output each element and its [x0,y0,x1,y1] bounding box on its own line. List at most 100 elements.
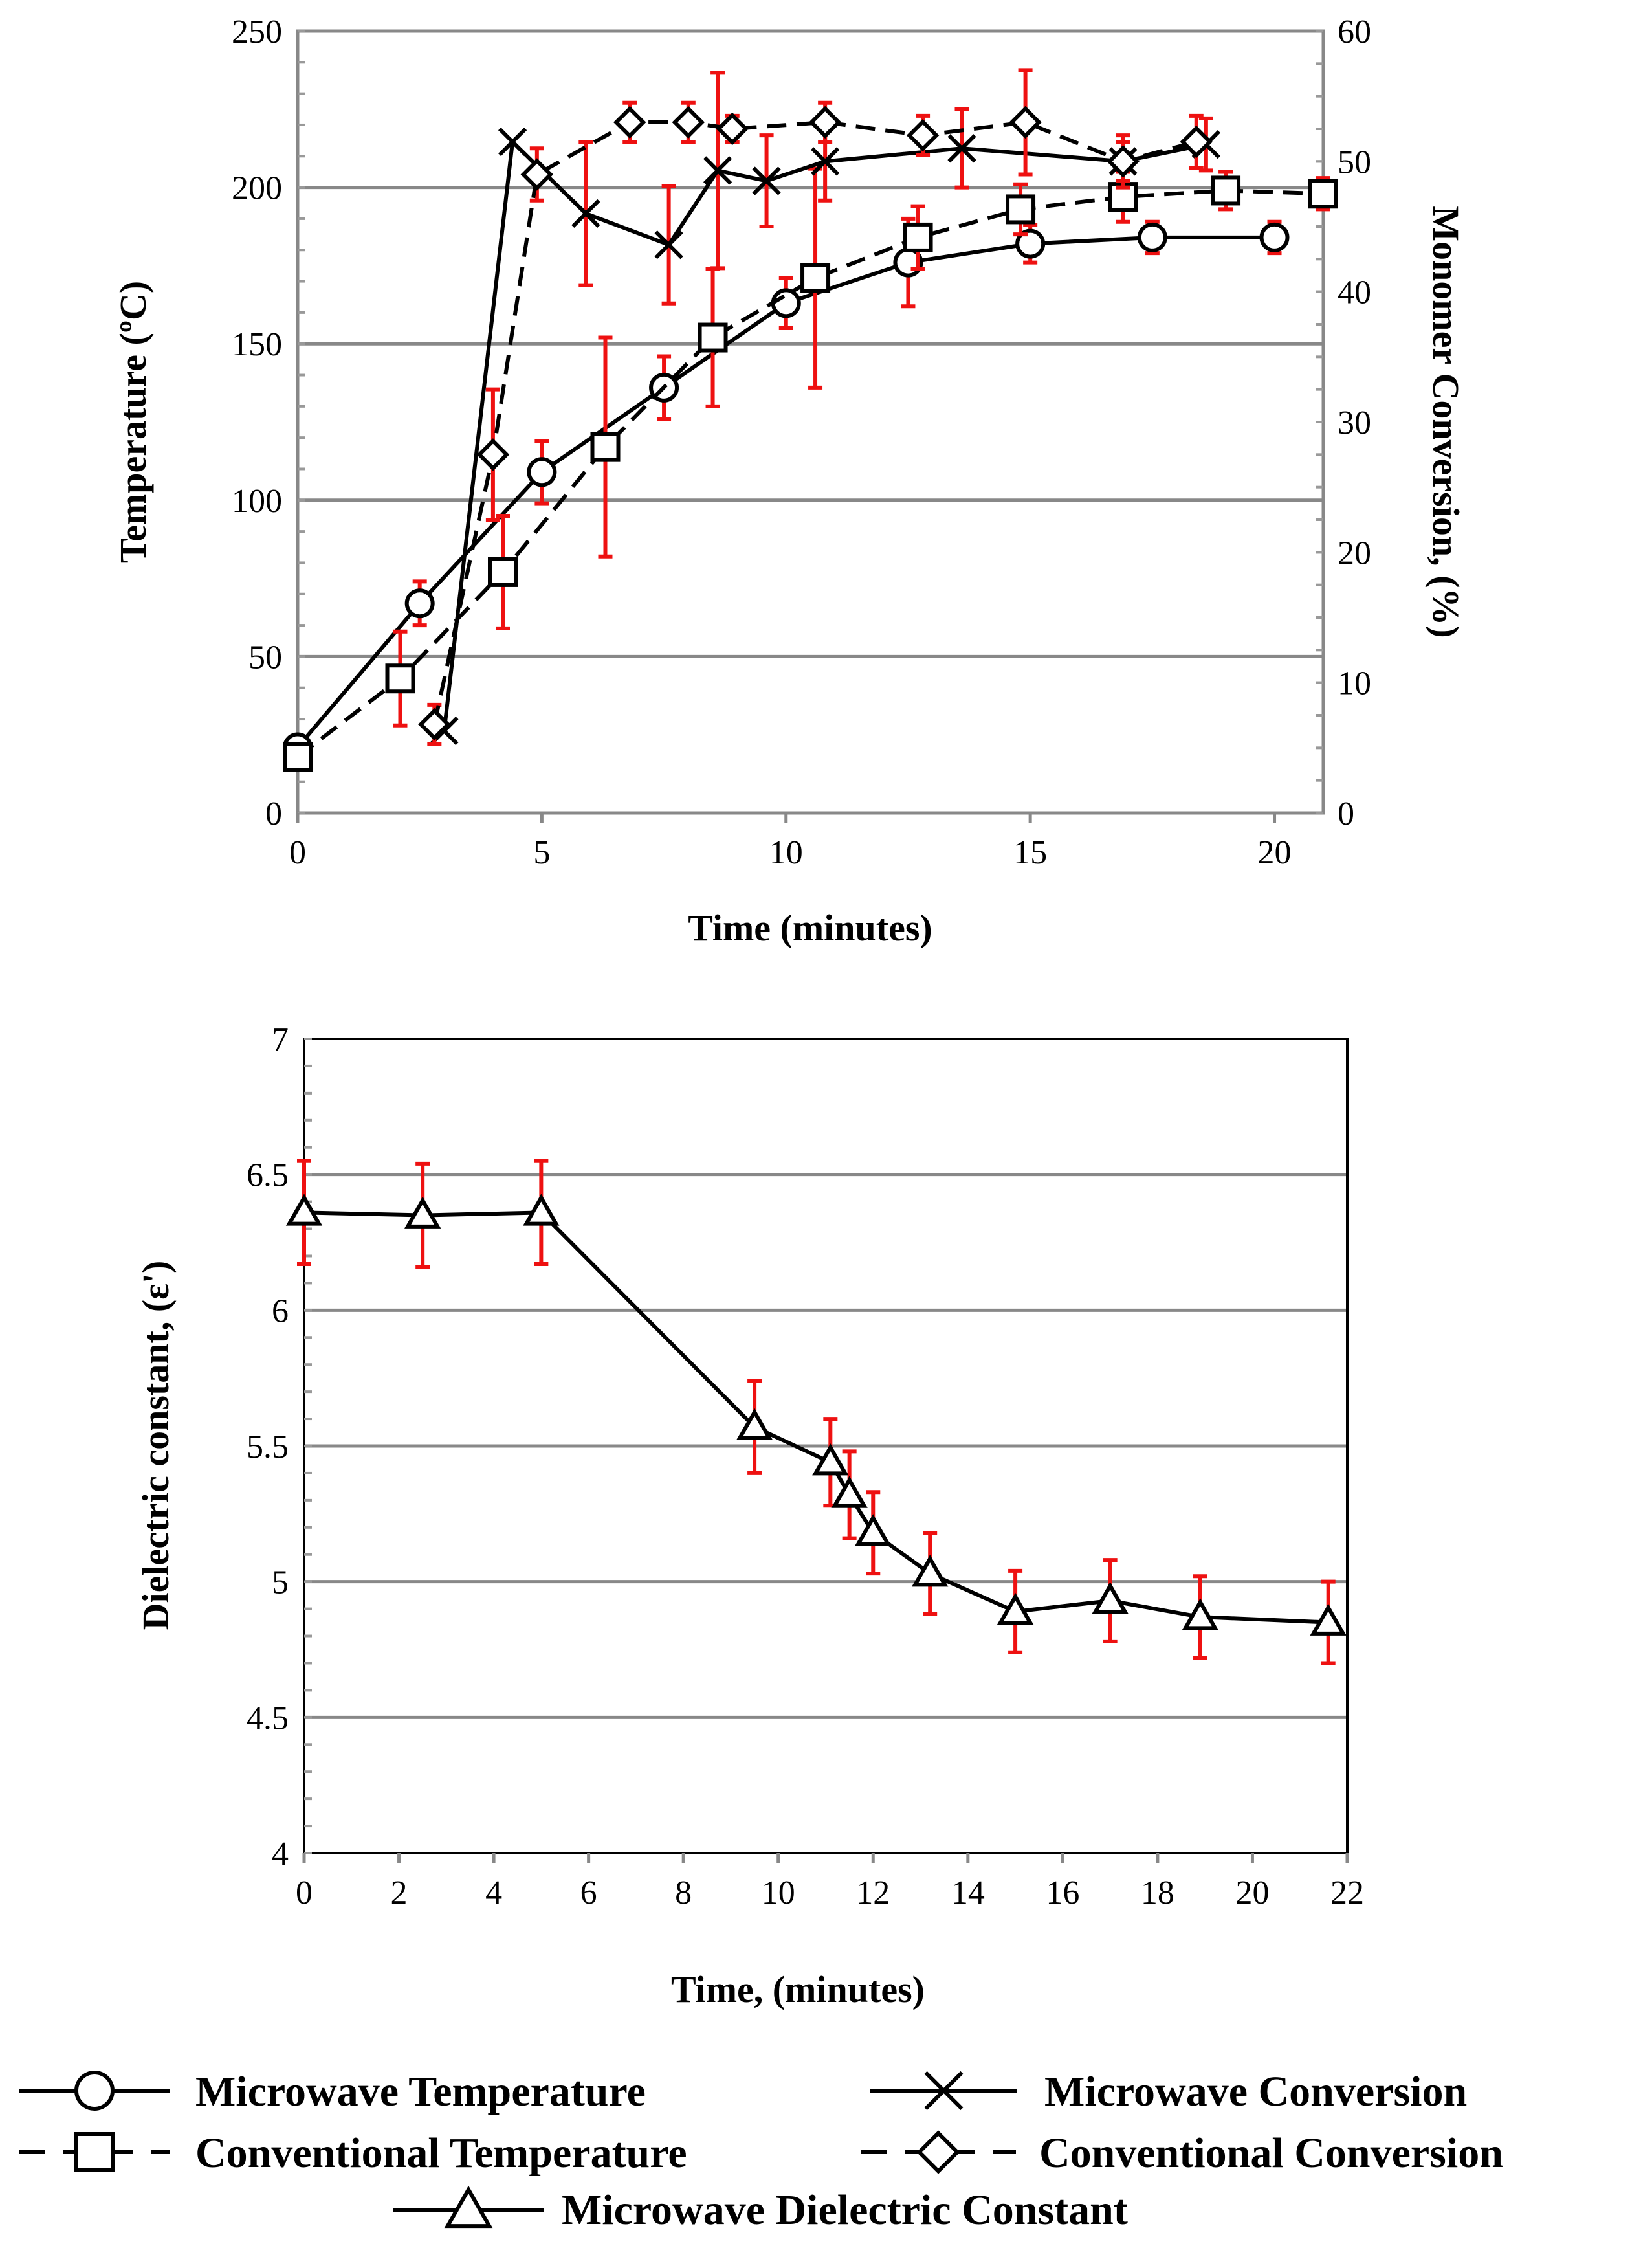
data-point [831,1476,868,1508]
top-y2-tick-labels: 0 10 20 30 40 50 60 [1338,14,1371,832]
legend-swatch [19,2132,170,2172]
data-point [498,128,527,157]
data-point [997,1592,1034,1625]
series-line [303,1210,1328,1625]
data-point [1009,106,1042,139]
top-plot-frame [296,29,1325,815]
data-point [672,106,705,139]
data-point [906,118,940,152]
data-point [1107,145,1140,178]
bottom-y-tick-labels: 4 4.5 5 5.5 6 6.5 7 [247,1021,289,1873]
legend-marker [444,2185,493,2229]
legend-item-microwave-dielectric-constant: Microwave Dielectric Constant [393,2185,1128,2234]
x-tick-label: 22 [1330,1874,1364,1911]
data-point [1259,222,1290,252]
y-tick-label: 150 [232,326,282,363]
legend-marker [916,2130,960,2174]
data-point [1006,194,1036,225]
x-tick-label: 15 [1013,834,1047,871]
data-point [1182,1598,1219,1630]
y2-tick-label: 60 [1338,14,1371,50]
data-point [752,166,781,195]
data-point [812,1443,849,1476]
data-point [736,1408,773,1440]
data-point [654,230,683,260]
data-point [404,1196,441,1229]
legend-item-microwave-conversion: Microwave Conversion [870,2068,1467,2115]
x-tick-label: 16 [1046,1874,1079,1911]
legend-item-conventional-temperature: Conventional Temperature [19,2129,687,2177]
legend-swatch [19,2071,170,2111]
legend-label: Conventional Conversion [1039,2129,1503,2177]
data-point [1092,1581,1129,1614]
data-point [800,263,831,293]
data-point [716,112,749,146]
legend-marker [924,2071,964,2111]
y2-tick-label: 40 [1338,274,1371,311]
data-point [1137,222,1167,252]
data-point [808,106,842,139]
data-point [1211,175,1241,206]
data-point [1015,228,1046,259]
x-tick-label: 10 [769,834,803,871]
data-point [903,222,933,252]
data-point [285,1194,323,1226]
legend-label: Microwave Temperature [195,2068,646,2115]
x-tick-label: 4 [485,1874,502,1911]
bottom-chart: 4 4.5 5 5.5 6 6.5 7 0 2 4 6 8 10 12 14 16 18 20 22 Time, … [135,1021,1364,2010]
top-chart: 0 50 100 150 200 250 0 10 20 30 40 50 60 0 5 10 15 20 T… [112,14,1467,949]
x-tick-label: 6 [580,1874,597,1911]
x-tick-label: 20 [1258,834,1292,871]
data-point [385,663,415,694]
x-tick-label: 12 [856,1874,890,1911]
top-x-tick-labels: 0 5 10 15 20 [289,834,1292,871]
data-point [523,1194,560,1226]
y2-tick-label: 20 [1338,535,1371,572]
x-tick-label: 14 [951,1874,985,1911]
data-point [811,147,840,176]
data-point [527,457,557,487]
y-tick-label: 6 [272,1293,289,1329]
data-point [613,106,646,139]
top-minor-ticks [296,30,1323,823]
data-point [1308,179,1338,209]
legend-item-conventional-conversion: Conventional Conversion [861,2129,1503,2177]
x-tick-label: 5 [533,834,550,871]
x-tick-label: 0 [296,1874,313,1911]
series-microwave-dielectric-constant [285,1159,1347,1665]
data-point [590,432,621,462]
x-tick-label: 0 [289,834,306,871]
y-tick-label: 100 [232,483,282,520]
data-point [520,158,554,191]
legend-label: Microwave Conversion [1044,2068,1467,2115]
legend-marker [74,2071,115,2111]
bottom-series [285,1159,1347,1665]
data-point [476,438,510,471]
data-point [912,1555,949,1587]
y-tick-label: 7 [272,1021,289,1058]
y-tick-label: 5 [272,1564,289,1601]
legend-swatch [861,2130,1016,2174]
legend-swatch [393,2185,544,2229]
data-point [855,1514,892,1546]
bottom-x-tick-labels: 0 2 4 6 8 10 12 14 16 18 20 22 [296,1874,1364,1911]
data-point [404,588,435,619]
legend-label: Conventional Temperature [195,2129,687,2177]
legend-swatch [870,2071,1017,2111]
data-point [571,199,600,228]
series-microwave-temperature [283,216,1290,762]
y2-tick-label: 10 [1338,665,1371,702]
data-point [488,557,518,587]
x-tick-label: 8 [675,1874,692,1911]
y-tick-label: 250 [232,14,282,50]
y-tick-label: 6.5 [247,1157,289,1194]
data-point [703,156,732,185]
series-conventional-conversion [418,68,1213,746]
data-point [947,134,976,163]
y-tick-label: 50 [248,639,282,676]
series-line [442,137,1207,731]
y-tick-label: 200 [232,170,282,207]
series-line [432,120,1197,725]
top-gridlines [298,186,1323,658]
y-tick-label: 4.5 [247,1700,289,1737]
